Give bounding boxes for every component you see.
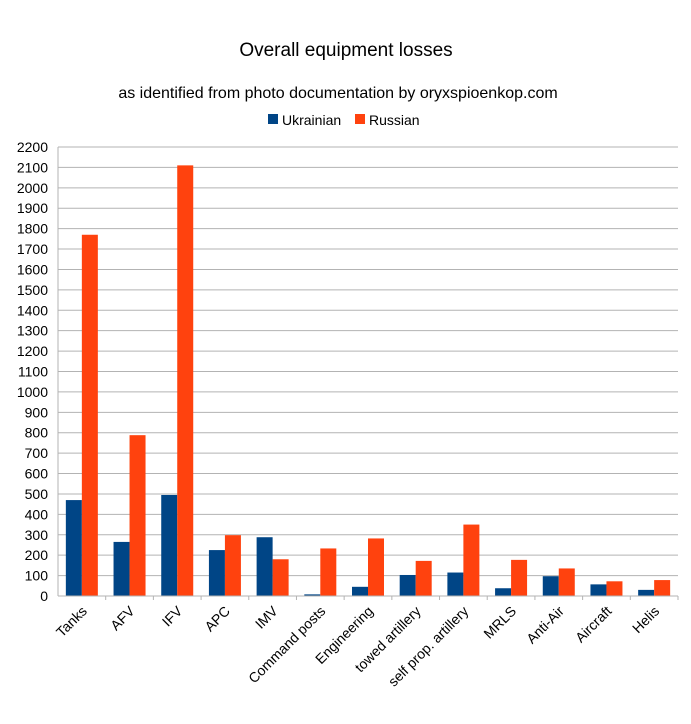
gridlines	[58, 146, 678, 597]
bar-ukrainian-afv	[113, 541, 130, 596]
x-category-label: Helis	[629, 603, 662, 636]
y-tick-label: 600	[25, 466, 49, 482]
bar-russian-anti-air	[558, 568, 575, 596]
bar-ukrainian-helis	[638, 589, 655, 596]
x-category-label: Tanks	[53, 603, 90, 640]
legend-swatch-ukrainian	[268, 114, 278, 124]
y-tick-label: 300	[25, 527, 49, 543]
x-category-label: self prop. artillery	[385, 603, 472, 690]
bar-ukrainian-self-prop-artillery	[447, 572, 464, 596]
y-tick-label: 1400	[17, 302, 48, 318]
y-tick-label: 1900	[17, 200, 48, 216]
y-tick-label: 1100	[18, 364, 48, 380]
bar-russian-ifv	[177, 165, 194, 597]
y-tick-label: 700	[25, 445, 49, 461]
bar-ukrainian-ifv	[161, 494, 178, 596]
bar-ukrainian-anti-air	[542, 576, 559, 596]
x-category-label: Anti-Air	[523, 603, 567, 647]
bar-russian-apc	[224, 535, 241, 596]
legend: Ukrainian Russian	[268, 112, 420, 128]
bar-russian-command-posts	[320, 548, 337, 596]
y-tick-label: 1200	[17, 343, 48, 359]
y-tick-label: 200	[25, 547, 49, 563]
legend-label-ukrainian: Ukrainian	[282, 112, 341, 128]
chart-title: Overall equipment losses	[239, 40, 452, 61]
bar-russian-afv	[129, 435, 146, 596]
x-category-label: IMV	[252, 602, 281, 631]
bar-ukrainian-towed-artillery	[399, 574, 416, 596]
bars	[65, 165, 671, 597]
y-tick-label: 1000	[17, 384, 48, 400]
chart-subtitle: as identified from photo documentation b…	[118, 85, 557, 102]
y-tick-label: 800	[25, 425, 49, 441]
bar-russian-self-prop-artillery	[463, 524, 480, 596]
bar-ukrainian-aircraft	[590, 584, 607, 596]
x-category-label: AFV	[107, 602, 138, 633]
axes	[57, 147, 679, 600]
y-tick-label: 0	[40, 588, 48, 604]
y-tick-label: 1600	[17, 261, 48, 277]
y-tick-label: 500	[25, 486, 49, 502]
bar-russian-tanks	[81, 234, 98, 596]
y-tick-label: 900	[25, 404, 49, 420]
x-category-label: MRLS	[480, 603, 519, 642]
bar-ukrainian-imv	[256, 537, 273, 596]
y-tick-label: 400	[25, 506, 49, 522]
y-tick-label: 1800	[17, 221, 48, 237]
bar-ukrainian-engineering	[352, 586, 368, 596]
bar-ukrainian-command-posts	[304, 594, 321, 596]
bar-russian-helis	[654, 580, 671, 596]
x-category-label: Aircraft	[572, 603, 615, 646]
y-tick-label: 2200	[17, 139, 48, 155]
y-tick-label: 1500	[17, 282, 48, 298]
legend-swatch-russian	[355, 114, 365, 124]
x-category-label: APC	[201, 603, 233, 635]
y-tick-label: 2000	[17, 180, 48, 196]
bar-russian-aircraft	[606, 581, 623, 596]
bar-russian-mrls	[511, 559, 528, 596]
y-tick-label: 2100	[17, 159, 48, 175]
bar-russian-imv	[272, 559, 289, 596]
y-tick-label: 1300	[17, 323, 48, 339]
bar-russian-engineering	[368, 538, 384, 596]
bar-ukrainian-apc	[208, 550, 225, 596]
y-axis-tick-labels: 0 100 200 300 400 500 600 700 800 900 1000 1100 1200…	[17, 139, 48, 604]
bar-russian-towed-artillery	[415, 560, 432, 596]
y-tick-label: 1700	[17, 241, 48, 257]
x-category-label: IFV	[159, 602, 186, 629]
y-tick-label: 100	[25, 568, 49, 584]
bar-ukrainian-mrls	[495, 588, 512, 596]
bar-ukrainian-tanks	[65, 500, 82, 596]
legend-label-russian: Russian	[369, 112, 420, 128]
